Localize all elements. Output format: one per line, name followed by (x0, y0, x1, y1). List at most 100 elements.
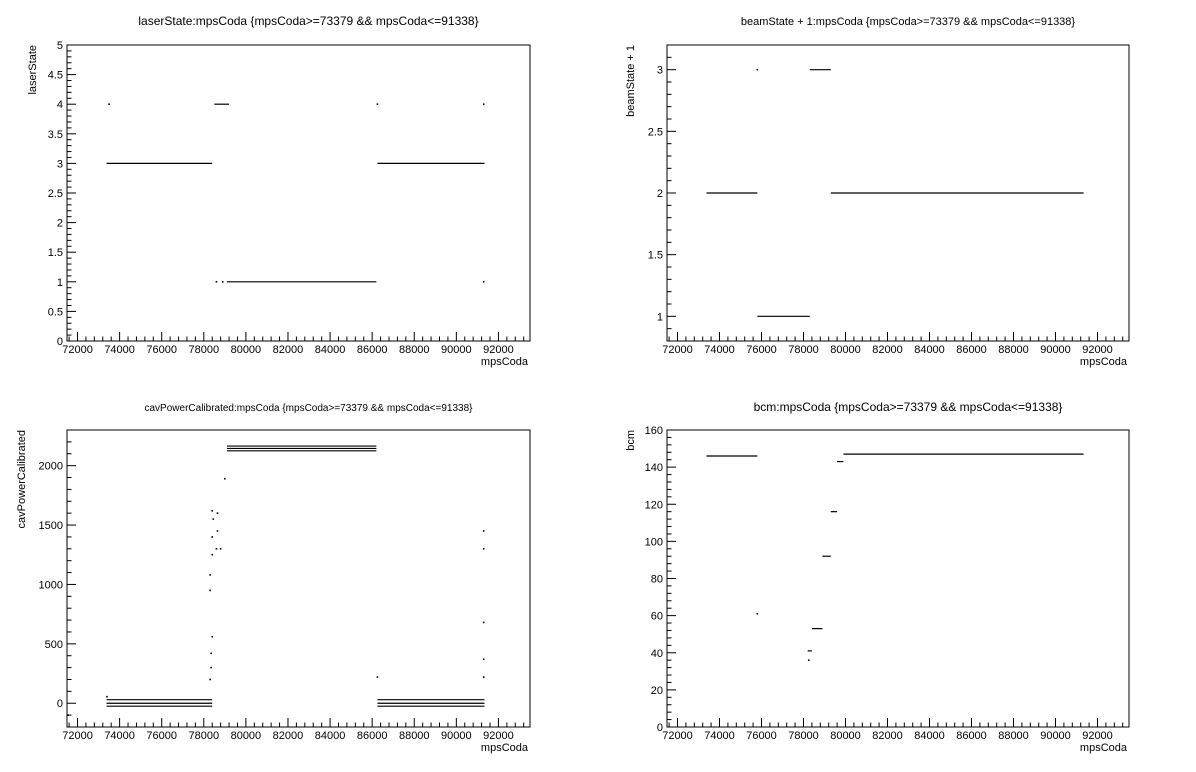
x-tick-label: 92000 (483, 730, 514, 742)
data-point (210, 652, 212, 655)
y-tick-label: 1 (657, 311, 663, 323)
x-tick-label: 72000 (62, 730, 93, 742)
data-point (376, 676, 379, 678)
x-tick-label: 72000 (62, 344, 93, 356)
x-axis-label: mpsCoda (1080, 742, 1128, 754)
x-axis-label: mpsCoda (1080, 356, 1128, 368)
x-tick-label: 84000 (914, 730, 945, 742)
data-point (756, 68, 759, 71)
x-tick-label: 86000 (357, 730, 388, 742)
y-tick-label: 140 (645, 462, 663, 474)
x-tick-label: 78000 (188, 344, 219, 356)
y-tick-label: 0 (57, 698, 63, 710)
x-tick-label: 76000 (746, 344, 777, 356)
x-tick-label: 82000 (273, 730, 304, 742)
chart-panel-4: bcm:mpsCoda {mpsCoda>=73379 && mpsCoda<=… (625, 400, 1130, 754)
y-tick-label: 2 (57, 218, 63, 230)
x-tick-label: 88000 (998, 344, 1029, 356)
y-tick-label: 1 (57, 277, 63, 289)
y-tick-label: 4.5 (48, 70, 63, 82)
data-point (224, 477, 226, 480)
y-tick-label: 3 (657, 65, 663, 77)
y-tick-label: 1000 (39, 579, 63, 591)
x-tick-label: 76000 (146, 730, 177, 742)
data-point (482, 530, 485, 532)
y-axis-label: bcm (625, 430, 637, 451)
data-point (212, 518, 215, 520)
x-tick-label: 86000 (956, 730, 987, 742)
x-tick-label: 72000 (662, 730, 693, 742)
x-tick-label: 80000 (231, 344, 262, 356)
chart-title: laserState:mpsCoda {mpsCoda>=73379 && mp… (138, 14, 478, 28)
data-point (482, 103, 485, 105)
data-point (211, 635, 214, 638)
y-axis-label: laserState (27, 45, 39, 95)
x-tick-label: 76000 (146, 344, 177, 356)
y-tick-label: 100 (645, 536, 663, 548)
x-tick-label: 78000 (788, 730, 819, 742)
plot-frame (66, 429, 531, 728)
y-tick-label: 3.5 (48, 129, 63, 141)
y-tick-label: 0 (657, 722, 663, 734)
x-tick-label: 78000 (188, 730, 219, 742)
x-tick-label: 74000 (704, 730, 735, 742)
chart-title: bcm:mpsCoda {mpsCoda>=73379 && mpsCoda<=… (754, 400, 1063, 414)
x-tick-label: 88000 (399, 730, 430, 742)
data-point (482, 658, 485, 661)
x-tick-label: 80000 (830, 730, 861, 742)
data-point (215, 281, 218, 283)
x-tick-label: 90000 (1040, 344, 1071, 356)
y-tick-label: 0 (57, 336, 63, 348)
y-tick-label: 2 (657, 188, 663, 200)
data-point (108, 103, 110, 105)
x-tick-label: 84000 (315, 730, 346, 742)
plot-frame (66, 44, 531, 342)
y-tick-label: 120 (645, 499, 663, 511)
data-point (219, 548, 222, 550)
x-tick-label: 82000 (273, 344, 304, 356)
chart-panel-2: beamState + 1:mpsCoda {mpsCoda>=73379 &&… (625, 16, 1130, 368)
x-tick-label: 92000 (1082, 344, 1113, 356)
plot-frame (666, 429, 1130, 728)
data-point (482, 676, 485, 678)
data-point (209, 589, 211, 592)
x-tick-label: 74000 (704, 344, 735, 356)
x-tick-label: 88000 (399, 344, 430, 356)
y-tick-label: 500 (45, 639, 63, 651)
y-tick-label: 3 (57, 158, 63, 170)
data-point (216, 512, 219, 514)
x-tick-label: 82000 (872, 730, 903, 742)
y-tick-label: 60 (651, 611, 663, 623)
data-point (209, 678, 211, 681)
data-point (216, 530, 219, 532)
x-tick-label: 92000 (483, 344, 514, 356)
data-point (482, 548, 485, 550)
x-tick-label: 72000 (662, 344, 693, 356)
x-tick-label: 90000 (441, 730, 472, 742)
data-point (210, 666, 212, 669)
chart-title: beamState + 1:mpsCoda {mpsCoda>=73379 &&… (741, 16, 1076, 28)
y-tick-label: 5 (57, 40, 63, 52)
data-point (807, 659, 810, 661)
data-point (211, 553, 214, 556)
y-axis-label: cavPowerCalibrated (16, 430, 28, 528)
data-point (221, 281, 224, 283)
y-tick-label: 4 (57, 99, 63, 111)
y-tick-label: 20 (651, 685, 663, 697)
data-point (756, 612, 759, 615)
y-tick-label: 2000 (39, 461, 63, 473)
x-tick-label: 82000 (872, 344, 903, 356)
x-axis-label: mpsCoda (481, 356, 529, 368)
x-tick-label: 84000 (914, 344, 945, 356)
x-tick-label: 74000 (104, 344, 135, 356)
y-tick-label: 0.5 (48, 306, 63, 318)
y-axis-label: beamState + 1 (625, 45, 637, 117)
x-tick-label: 80000 (830, 344, 861, 356)
x-tick-label: 86000 (956, 344, 987, 356)
data-point (376, 103, 379, 105)
data-point (209, 574, 211, 576)
chart-panel-3: cavPowerCalibrated:mpsCoda {mpsCoda>=733… (16, 403, 531, 754)
data-point (215, 548, 218, 550)
x-tick-label: 88000 (998, 730, 1029, 742)
